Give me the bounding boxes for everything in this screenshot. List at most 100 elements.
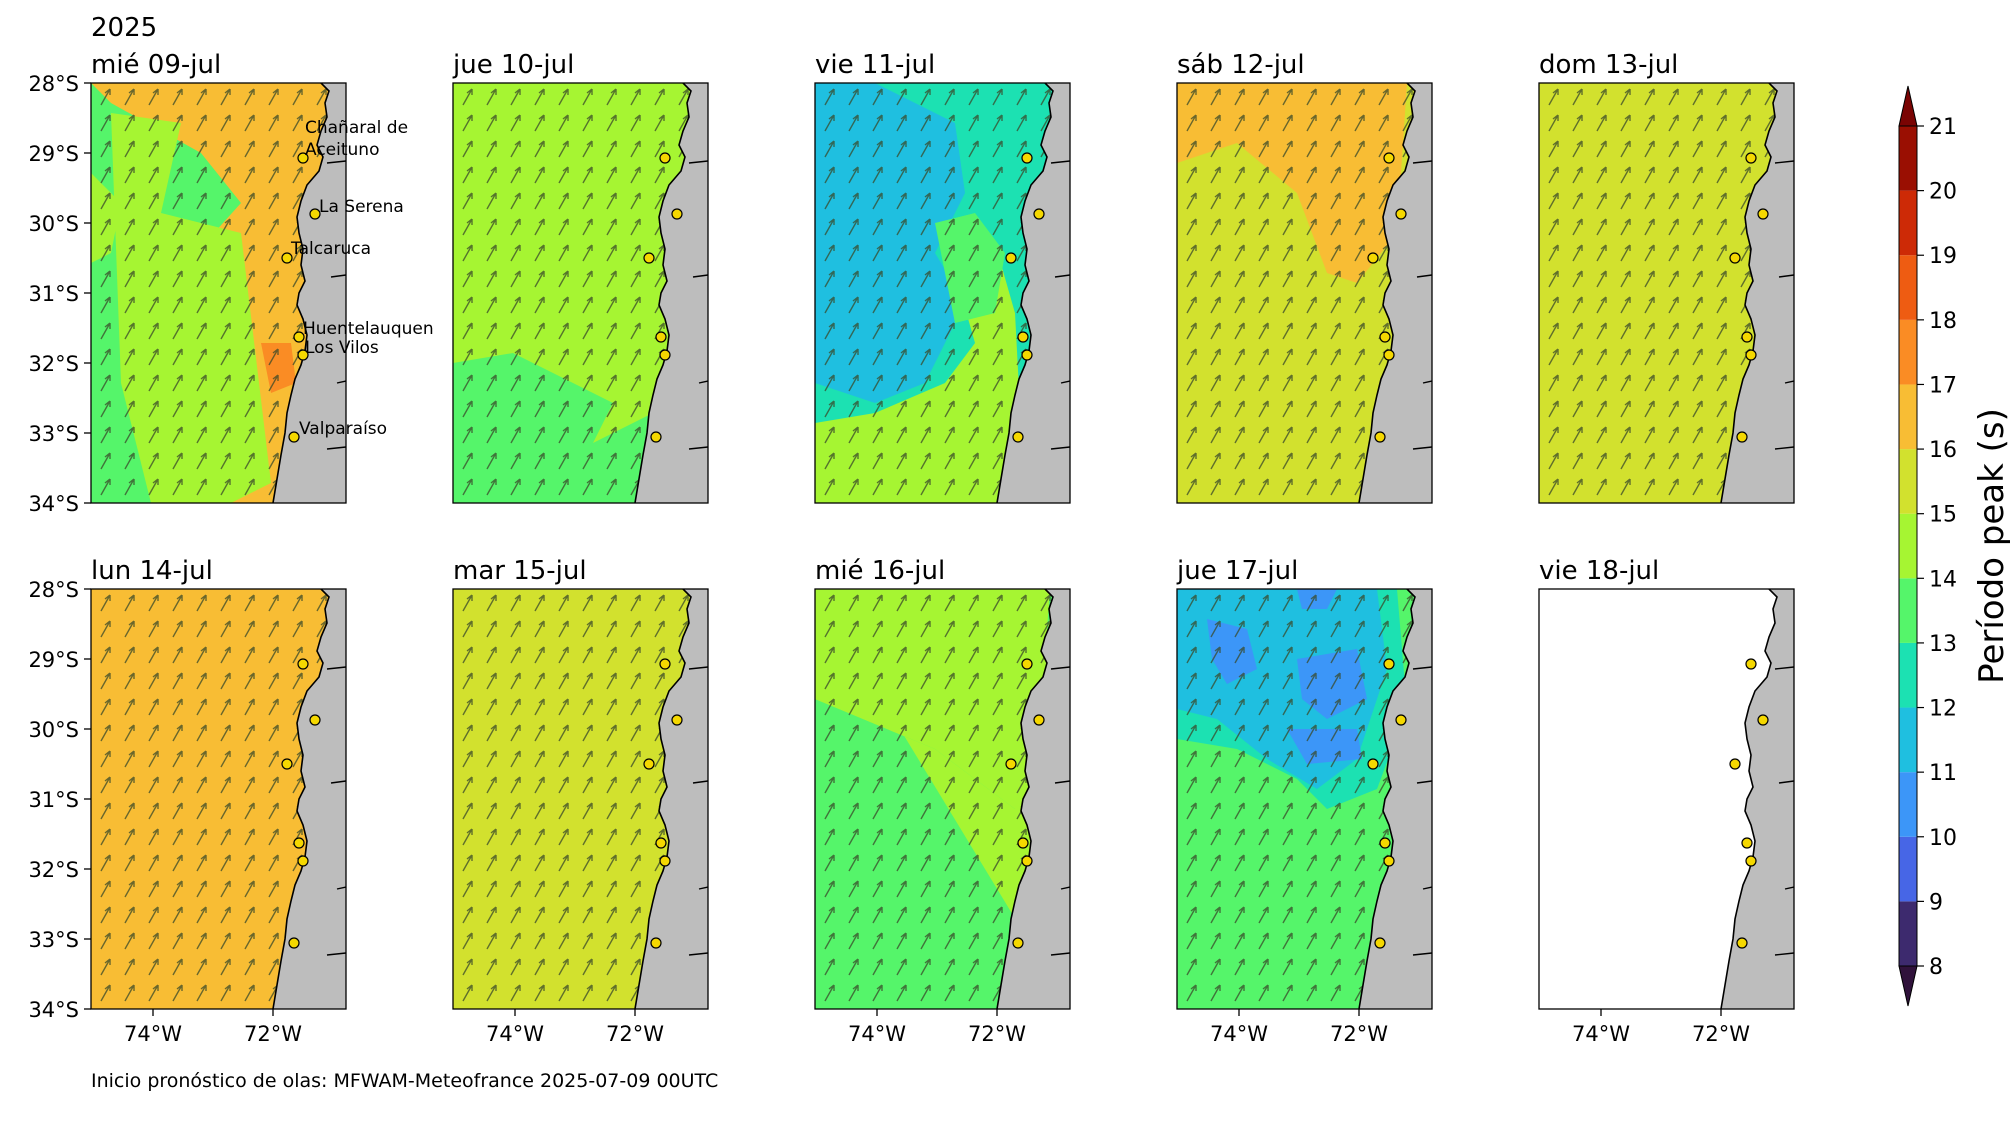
station-marker[interactable] [1741,837,1753,849]
station-marker[interactable] [1374,431,1386,443]
station-marker[interactable] [1395,208,1407,220]
direction-arrow [582,374,593,392]
direction-arrow [196,452,207,470]
station-marker[interactable] [1736,937,1748,949]
station-marker[interactable] [659,349,671,361]
direction-arrow [558,218,569,236]
direction-arrow [1330,270,1341,288]
direction-arrow [1234,698,1245,716]
station-marker[interactable] [671,208,683,220]
station-marker[interactable] [1012,937,1024,949]
station-marker[interactable] [297,152,309,164]
direction-arrow [100,854,111,872]
region-border [1774,446,1794,450]
direction-arrow [1258,88,1269,106]
station-marker[interactable] [1729,758,1741,770]
direction-arrow [268,88,279,106]
direction-arrow [100,244,111,262]
station-marker[interactable] [643,758,655,770]
station-marker[interactable] [288,431,300,443]
direction-arrow [1282,698,1293,716]
station-marker[interactable] [1021,152,1033,164]
station-marker[interactable] [1757,714,1769,726]
direction-arrow [1572,114,1583,132]
station-marker[interactable] [1745,855,1757,867]
station-marker[interactable] [1383,152,1395,164]
station-marker[interactable] [1745,152,1757,164]
station-marker[interactable] [659,855,671,867]
station-marker[interactable] [659,152,671,164]
direction-arrow [244,854,255,872]
station-marker[interactable] [1757,208,1769,220]
direction-arrow [920,646,931,664]
station-marker[interactable] [309,714,321,726]
station-marker[interactable] [1021,349,1033,361]
direction-arrow [1354,880,1365,898]
direction-arrow [1282,646,1293,664]
station-marker[interactable] [1379,837,1391,849]
direction-arrow [848,400,859,418]
direction-arrow [220,166,231,184]
direction-arrow [1186,854,1197,872]
station-marker[interactable] [659,658,671,670]
direction-arrow [630,646,641,664]
station-marker[interactable] [281,758,293,770]
direction-arrow [124,828,135,846]
station-marker[interactable] [1745,658,1757,670]
direction-arrow [268,880,279,898]
region-border [1050,446,1070,450]
station-marker[interactable] [1383,855,1395,867]
station-marker[interactable] [1736,431,1748,443]
station-marker[interactable] [650,937,662,949]
direction-arrow [1210,426,1221,444]
station-marker[interactable] [1033,714,1045,726]
station-marker[interactable] [1745,349,1757,361]
station-marker[interactable] [297,349,309,361]
direction-arrow [896,270,907,288]
station-marker[interactable] [655,331,667,343]
direction-arrow [1548,244,1559,262]
station-marker[interactable] [1367,758,1379,770]
station-marker[interactable] [643,252,655,264]
direction-arrow [292,620,303,638]
direction-arrow [268,374,279,392]
station-marker[interactable] [1005,252,1017,264]
direction-arrow [1186,620,1197,638]
direction-arrow [606,166,617,184]
station-marker[interactable] [1379,331,1391,343]
station-marker[interactable] [309,208,321,220]
direction-arrow [992,698,1003,716]
station-marker[interactable] [297,658,309,670]
station-marker[interactable] [650,431,662,443]
direction-arrow [606,88,617,106]
station-marker[interactable] [288,937,300,949]
station-marker[interactable] [1729,252,1741,264]
station-marker[interactable] [1395,714,1407,726]
station-marker[interactable] [293,331,305,343]
station-marker[interactable] [281,252,293,264]
panel-frame [452,588,709,1010]
station-marker[interactable] [1021,658,1033,670]
direction-arrow [992,322,1003,340]
station-marker[interactable] [1033,208,1045,220]
direction-arrow [1186,270,1197,288]
direction-arrow [582,750,593,768]
station-marker[interactable] [293,837,305,849]
station-marker[interactable] [1741,331,1753,343]
direction-arrow [172,672,183,690]
direction-arrow [100,906,111,924]
direction-arrow [1620,270,1631,288]
station-marker[interactable] [1383,658,1395,670]
direction-arrow [1306,296,1317,314]
station-marker[interactable] [1017,331,1029,343]
station-marker[interactable] [1012,431,1024,443]
station-marker[interactable] [1367,252,1379,264]
station-marker[interactable] [297,855,309,867]
station-marker[interactable] [1005,758,1017,770]
station-marker[interactable] [1374,937,1386,949]
station-marker[interactable] [655,837,667,849]
station-marker[interactable] [1017,837,1029,849]
station-marker[interactable] [1383,349,1395,361]
station-marker[interactable] [1021,855,1033,867]
station-marker[interactable] [671,714,683,726]
